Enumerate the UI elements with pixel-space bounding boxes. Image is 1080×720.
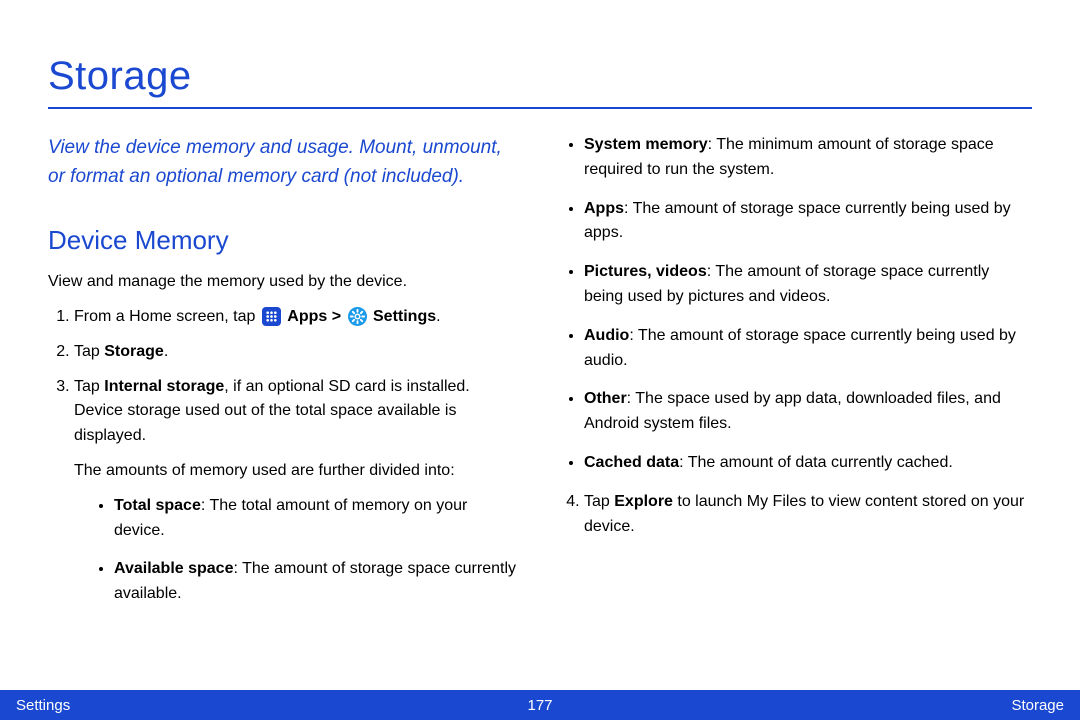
list-item: Other: The space used by app data, downl… [584,387,1032,437]
left-column: View the device memory and usage. Mount,… [48,133,522,621]
bullet-term: Available space [114,560,233,577]
list-item: Cached data: The amount of data currentl… [584,451,1032,476]
step-1-settings-label: Settings [373,308,436,325]
step-1-apps-label: Apps [287,308,327,325]
bullet-term: Pictures, videos [584,263,707,280]
section-lead: View and manage the memory used by the d… [48,270,522,295]
page-title: Storage [48,54,1032,99]
bullet-term: Other [584,390,627,407]
footer-page-number: 177 [527,697,552,714]
bullets-right: System memory: The minimum amount of sto… [558,133,1032,476]
step-2-bold: Storage [104,343,164,360]
bullet-desc: : The amount of storage space currently … [584,327,1016,369]
step-3-bold: Internal storage [104,378,224,395]
step-1-suffix: . [436,308,440,325]
footer-right: Storage [1011,697,1064,714]
step-2: Tap Storage. [74,340,522,365]
list-item: System memory: The minimum amount of sto… [584,133,1032,183]
step-1-sep: > [332,308,346,325]
step-4-prefix: Tap [584,493,614,510]
steps-list: From a Home screen, tap Apps > [48,305,522,607]
right-column: System memory: The minimum amount of sto… [558,133,1032,621]
apps-icon [262,307,281,326]
settings-gear-icon [348,307,367,326]
bullet-term: Audio [584,327,629,344]
footer-left: Settings [16,697,70,714]
list-item: Apps: The amount of storage space curren… [584,197,1032,247]
list-item: Pictures, videos: The amount of storage … [584,260,1032,310]
list-item: Total space: The total amount of memory … [114,494,522,544]
bullet-desc: : The space used by app data, downloaded… [584,390,1001,432]
step-4-bold: Explore [614,493,673,510]
step-3-prefix: Tap [74,378,104,395]
content-columns: View the device memory and usage. Mount,… [48,133,1032,621]
intro-text: View the device memory and usage. Mount,… [48,133,522,192]
bullet-term: Cached data [584,454,679,471]
bullet-desc: : The amount of data currently cached. [679,454,953,471]
list-item: Audio: The amount of storage space curre… [584,324,1032,374]
step-3: Tap Internal storage, if an optional SD … [74,375,522,607]
list-item: Available space: The amount of storage s… [114,557,522,607]
steps-list-continued: Tap Explore to launch My Files to view c… [558,490,1032,540]
section-heading: Device Memory [48,220,522,260]
page-footer: Settings 177 Storage [0,690,1080,720]
bullet-desc: : The amount of storage space currently … [584,200,1011,242]
step-1: From a Home screen, tap Apps > [74,305,522,330]
bullet-term: Total space [114,497,201,514]
title-divider [48,107,1032,109]
bullet-term: Apps [584,200,624,217]
step-3-sub: The amounts of memory used are further d… [74,459,522,484]
bullets-left: Total space: The total amount of memory … [74,494,522,607]
step-4: Tap Explore to launch My Files to view c… [584,490,1032,540]
step-2-prefix: Tap [74,343,104,360]
step-2-suffix: . [164,343,168,360]
bullet-term: System memory [584,136,708,153]
step-1-prefix: From a Home screen, tap [74,308,260,325]
